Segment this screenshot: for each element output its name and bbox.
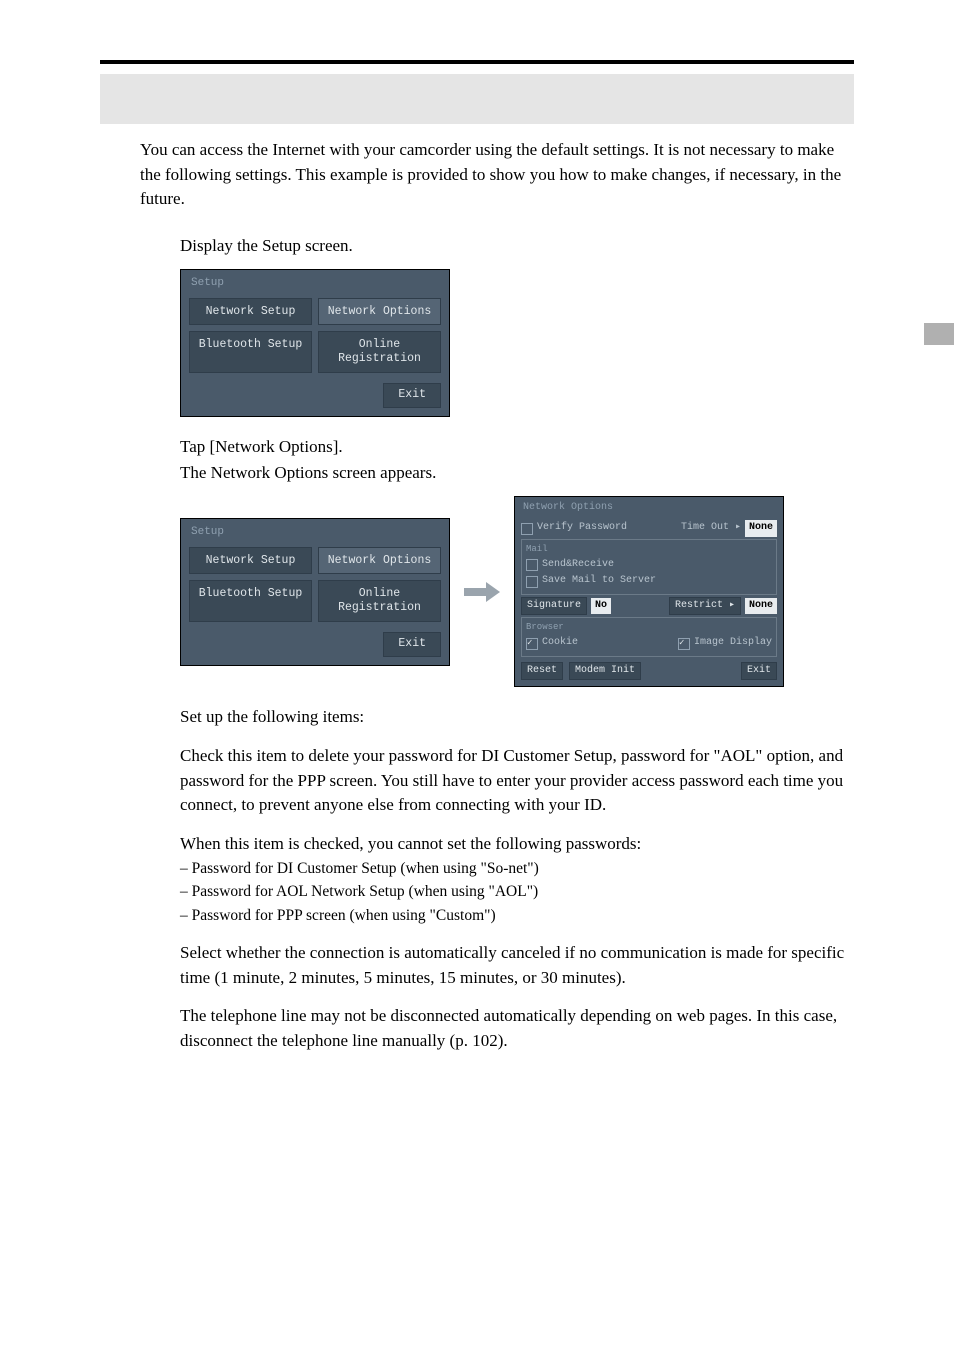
- setup-screenshot: Setup Network Setup Network Options Blue…: [180, 269, 450, 417]
- timeout-value[interactable]: None: [745, 520, 777, 537]
- setup-title: Setup: [189, 276, 441, 298]
- phone-note-paragraph: The telephone line may not be disconnect…: [180, 1004, 854, 1053]
- step1-text: Display the Setup screen.: [180, 234, 854, 259]
- when-checked-line: When this item is checked, you cannot se…: [180, 832, 854, 857]
- cookie-checkbox[interactable]: [526, 638, 538, 650]
- timeout-label: Time Out ▸: [681, 521, 741, 536]
- online-registration-button[interactable]: Online Registration: [318, 331, 441, 373]
- network-setup-button[interactable]: Network Setup: [189, 298, 312, 326]
- step2-line2: The Network Options screen appears.: [180, 461, 854, 486]
- image-display-checkbox[interactable]: [678, 638, 690, 650]
- save-mail-label: Save Mail to Server: [542, 574, 656, 589]
- network-setup-button-2[interactable]: Network Setup: [189, 547, 312, 575]
- bluetooth-setup-button[interactable]: Bluetooth Setup: [189, 331, 312, 373]
- top-rule: [100, 60, 854, 64]
- no-exit-button[interactable]: Exit: [741, 662, 777, 681]
- exit-button-2[interactable]: Exit: [383, 632, 441, 657]
- signature-value[interactable]: No: [591, 598, 611, 615]
- header-band: [100, 74, 854, 124]
- arrow-icon: [464, 582, 500, 602]
- setup-title-2: Setup: [189, 525, 441, 547]
- bluetooth-setup-button-2[interactable]: Bluetooth Setup: [189, 580, 312, 622]
- network-options-screenshot: Network Options Verify Password Time Out…: [514, 496, 784, 688]
- verify-password-label: Verify Password: [537, 521, 627, 536]
- reset-button[interactable]: Reset: [521, 662, 563, 681]
- cookie-label: Cookie: [542, 636, 578, 651]
- send-receive-checkbox[interactable]: [526, 559, 538, 571]
- pw-list-c: – Password for PPP screen (when using "C…: [180, 905, 854, 927]
- network-options-button-2[interactable]: Network Options: [318, 547, 441, 575]
- browser-group-label: Browser: [526, 621, 772, 634]
- restrict-value[interactable]: None: [745, 598, 777, 615]
- image-display-label: Image Display: [694, 636, 772, 651]
- setup-screenshot-2: Setup Network Setup Network Options Blue…: [180, 518, 450, 666]
- network-options-title: Network Options: [521, 501, 777, 519]
- verify-password-checkbox[interactable]: [521, 523, 533, 535]
- pw-list-b: – Password for AOL Network Setup (when u…: [180, 881, 854, 903]
- modem-init-button[interactable]: Modem Init: [569, 662, 641, 681]
- verify-password-paragraph: Check this item to delete your password …: [180, 744, 854, 818]
- side-tab: [924, 323, 954, 345]
- step3-lead: Set up the following items:: [180, 705, 854, 730]
- restrict-label: Restrict ▸: [669, 597, 741, 616]
- pw-list-a: – Password for DI Customer Setup (when u…: [180, 858, 854, 880]
- save-mail-checkbox[interactable]: [526, 576, 538, 588]
- online-registration-button-2[interactable]: Online Registration: [318, 580, 441, 622]
- send-receive-label: Send&Receive: [542, 558, 614, 573]
- exit-button[interactable]: Exit: [383, 383, 441, 408]
- mail-group-label: Mail: [526, 543, 772, 556]
- intro-paragraph: You can access the Internet with your ca…: [140, 138, 854, 212]
- signature-label: Signature: [521, 597, 587, 616]
- network-options-button[interactable]: Network Options: [318, 298, 441, 326]
- timeout-paragraph: Select whether the connection is automat…: [180, 941, 854, 990]
- step2-line1: Tap [Network Options].: [180, 435, 854, 460]
